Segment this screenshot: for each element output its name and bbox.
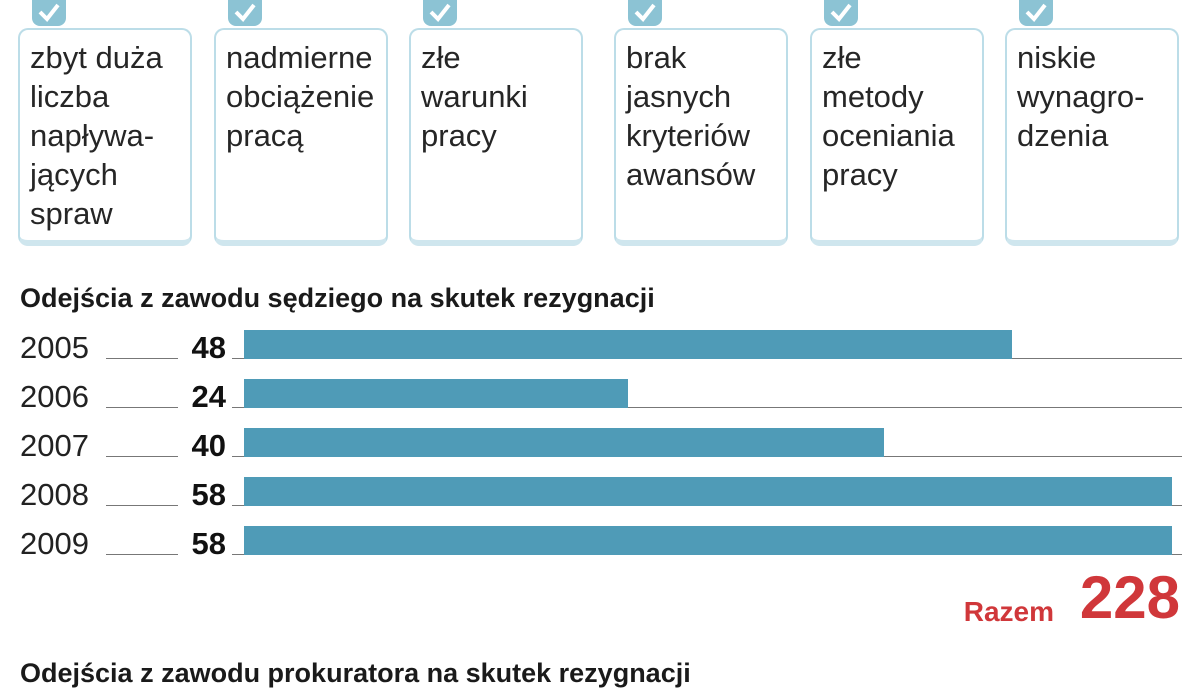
tick-label-year: 2007 [20, 428, 89, 463]
reason-label: nadmierne obciążenie pracą [226, 40, 375, 153]
tick-label-year: 2005 [20, 330, 89, 365]
checkmark-icon [824, 0, 858, 26]
total-value: 228 [1079, 564, 1180, 631]
reason-card: zbyt duża liczba napływa- jących spraw [18, 0, 192, 246]
bar [244, 477, 1172, 506]
reason-card: złe warunki pracy [409, 0, 583, 246]
tick-label-year: 2008 [20, 477, 89, 512]
reason-label: złe warunki pracy [421, 40, 528, 153]
checkmark-icon [32, 0, 66, 26]
checkmark-icon [423, 0, 457, 26]
checkmark-icon [628, 0, 662, 26]
next-chart-title: Odejścia z zawodu prokuratora na skutek … [20, 658, 691, 688]
data-label: 58 [191, 526, 226, 561]
reason-label: brak jasnych kryteriów awansów [626, 40, 756, 192]
row-baseline [232, 407, 1182, 408]
checkmark-icon [1019, 0, 1053, 26]
data-label: 24 [191, 379, 226, 414]
bar [244, 526, 1172, 555]
reason-card: brak jasnych kryteriów awansów [614, 0, 788, 246]
total-label: Razem [963, 596, 1054, 627]
tick-label-year: 2006 [20, 379, 89, 414]
reason-label: złe metody oceniania pracy [822, 40, 955, 192]
reason-card: niskie wynagro- dzenia [1005, 0, 1179, 246]
bar [244, 330, 1012, 359]
leader-line [106, 505, 178, 506]
data-label: 48 [191, 330, 226, 365]
leader-line [106, 358, 178, 359]
leader-line [106, 456, 178, 457]
bar [244, 428, 884, 457]
chart-title: Odejścia z zawodu sędziego na skutek rez… [20, 283, 655, 313]
bar [244, 379, 628, 408]
reason-card: nadmierne obciążenie pracą [214, 0, 388, 246]
checkmark-icon [228, 0, 262, 26]
reason-label: niskie wynagro- dzenia [1017, 40, 1145, 153]
reason-label: zbyt duża liczba napływa- jących spraw [30, 40, 163, 231]
reason-card: złe metody oceniania pracy [810, 0, 984, 246]
data-label: 40 [191, 428, 226, 463]
data-label: 58 [191, 477, 226, 512]
leader-line [106, 554, 178, 555]
tick-label-year: 2009 [20, 526, 89, 561]
leader-line [106, 407, 178, 408]
